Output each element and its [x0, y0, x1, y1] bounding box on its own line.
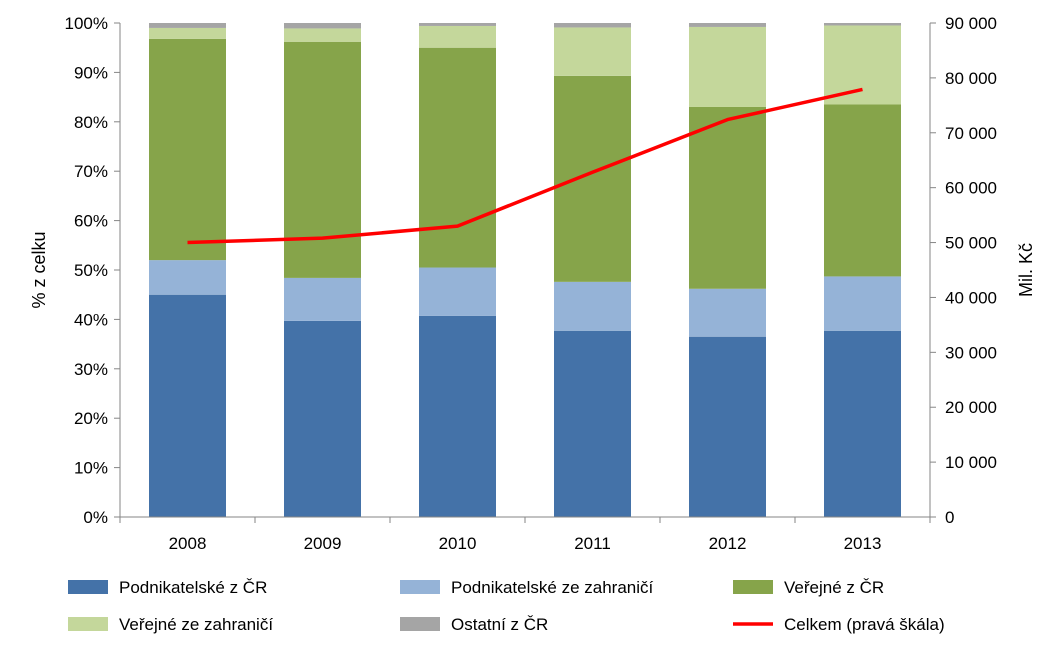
bar-segment: [689, 23, 766, 27]
bar-segment: [419, 267, 496, 316]
y-axis-title-right: Mil. Kč: [1016, 243, 1036, 297]
y-tick-label-left: 30%: [74, 360, 108, 379]
y-tick-label-left: 80%: [74, 113, 108, 132]
y-tick-label-left: 10%: [74, 459, 108, 478]
y-tick-label-right: 40 000: [945, 288, 997, 307]
y-tick-label-left: 40%: [74, 310, 108, 329]
x-tick-label: 2011: [574, 534, 611, 553]
bar-segment: [689, 106, 766, 289]
x-tick-label: 2008: [169, 534, 207, 553]
bar-segment: [554, 330, 631, 517]
bar-segment: [149, 27, 226, 39]
legend-swatch: [733, 580, 773, 594]
legend-label: Ostatní z ČR: [451, 615, 548, 634]
bar-segment: [149, 294, 226, 517]
y-tick-label-right: 0: [945, 508, 954, 527]
y-tick-label-left: 20%: [74, 409, 108, 428]
bar-segment: [284, 320, 361, 517]
bar-segment: [824, 104, 901, 277]
ticks-layer: 2008 2009 2010 2011 2012 2013 0% 10% 20% 30% 40% 50…: [65, 14, 997, 553]
bar-segment: [419, 47, 496, 268]
legend-label: Podnikatelské z ČR: [119, 578, 267, 597]
y-axis-title-left: % z celku: [29, 231, 49, 308]
bar-segment: [824, 276, 901, 331]
y-tick-label-right: 20 000: [945, 398, 997, 417]
line-layer: [187, 87, 863, 245]
y-tick-label-right: 10 000: [945, 453, 997, 472]
legend-label: Veřejné ze zahraničí: [119, 615, 273, 634]
bar-segment: [824, 23, 901, 26]
bar-segment: [284, 28, 361, 42]
bar-segment: [689, 336, 766, 517]
bar-segment: [554, 281, 631, 331]
y-tick-label-left: 50%: [74, 261, 108, 280]
bar-segment: [419, 23, 496, 26]
y-tick-label-left: 60%: [74, 212, 108, 231]
y-tick-label-left: 0%: [83, 508, 108, 527]
bars-layer: [149, 23, 901, 517]
total-line: [187, 87, 863, 245]
bar-segment: [284, 23, 361, 29]
legend-swatch: [400, 617, 440, 631]
y-tick-label-left: 70%: [74, 162, 108, 181]
bar-segment: [824, 25, 901, 105]
legend-swatch: [68, 617, 108, 631]
legend-label: Celkem (pravá škála): [784, 615, 945, 634]
bar-segment: [689, 288, 766, 337]
legend-swatch: [400, 580, 440, 594]
legend: Podnikatelské z ČR Podnikatelské ze zahra…: [68, 578, 945, 634]
bar-segment: [284, 277, 361, 321]
bar-segment: [149, 38, 226, 261]
x-tick-label: 2009: [304, 534, 342, 553]
bar-segment: [149, 23, 226, 28]
bar-segment: [149, 260, 226, 295]
bar-segment: [284, 41, 361, 278]
legend-label: Veřejné z ČR: [784, 578, 884, 597]
legend-swatch: [68, 580, 108, 594]
y-tick-label-right: 50 000: [945, 234, 997, 253]
bar-segment: [689, 26, 766, 107]
legend-label: Podnikatelské ze zahraničí: [451, 578, 654, 597]
bar-segment: [554, 27, 631, 76]
x-tick-label: 2010: [439, 534, 477, 553]
y-tick-label-right: 90 000: [945, 14, 997, 33]
bar-segment: [554, 75, 631, 282]
x-tick-label: 2012: [709, 534, 747, 553]
y-tick-label-left: 90%: [74, 63, 108, 82]
bar-segment: [419, 25, 496, 48]
y-tick-label-right: 60 000: [945, 179, 997, 198]
y-tick-label-right: 30 000: [945, 343, 997, 362]
y-tick-label-right: 80 000: [945, 69, 997, 88]
axes-layer: [114, 22, 936, 523]
bar-segment: [824, 330, 901, 517]
y-tick-label-right: 70 000: [945, 124, 997, 143]
y-tick-label-left: 100%: [65, 14, 108, 33]
x-tick-label: 2013: [844, 534, 882, 553]
bar-segment: [419, 315, 496, 517]
bar-segment: [554, 23, 631, 28]
